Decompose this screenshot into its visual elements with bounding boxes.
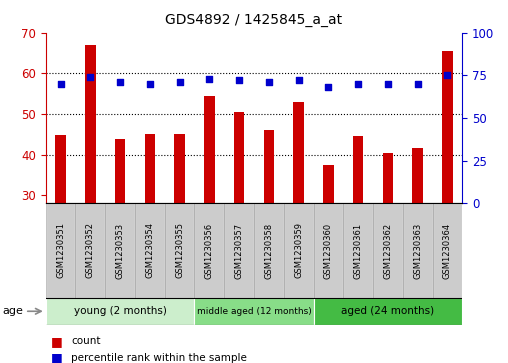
- Point: [265, 79, 273, 85]
- Text: ■: ■: [51, 335, 62, 348]
- Point: [384, 81, 392, 87]
- Bar: [165, 203, 195, 298]
- Text: GSM1230354: GSM1230354: [145, 223, 154, 278]
- Point: [205, 76, 213, 82]
- Text: GSM1230353: GSM1230353: [116, 223, 124, 278]
- Bar: [353, 136, 363, 203]
- Text: GSM1230358: GSM1230358: [264, 223, 273, 278]
- Text: GDS4892 / 1425845_a_at: GDS4892 / 1425845_a_at: [166, 13, 342, 27]
- Bar: [234, 112, 244, 203]
- Bar: [105, 203, 135, 298]
- Text: middle aged (12 months): middle aged (12 months): [197, 307, 311, 316]
- Bar: [254, 203, 284, 298]
- Text: GSM1230359: GSM1230359: [294, 223, 303, 278]
- Text: GSM1230352: GSM1230352: [86, 223, 95, 278]
- Bar: [135, 203, 165, 298]
- Bar: [145, 134, 155, 203]
- Bar: [442, 51, 453, 203]
- Bar: [264, 130, 274, 203]
- Bar: [294, 102, 304, 203]
- Text: GSM1230363: GSM1230363: [413, 223, 422, 278]
- Point: [414, 81, 422, 87]
- Bar: [76, 203, 105, 298]
- Point: [324, 84, 332, 90]
- Text: GSM1230355: GSM1230355: [175, 223, 184, 278]
- Bar: [195, 298, 313, 325]
- Point: [295, 78, 303, 83]
- Bar: [343, 203, 373, 298]
- Text: GSM1230357: GSM1230357: [235, 223, 244, 278]
- Text: count: count: [71, 336, 101, 346]
- Point: [176, 79, 184, 85]
- Bar: [313, 298, 462, 325]
- Text: GSM1230362: GSM1230362: [384, 223, 392, 278]
- Point: [235, 78, 243, 83]
- Point: [443, 72, 452, 78]
- Text: young (2 months): young (2 months): [74, 306, 167, 316]
- Bar: [383, 152, 393, 203]
- Point: [56, 81, 65, 87]
- Point: [354, 81, 362, 87]
- Bar: [412, 148, 423, 203]
- Bar: [323, 165, 334, 203]
- Text: ■: ■: [51, 351, 62, 363]
- Bar: [46, 203, 76, 298]
- Bar: [85, 45, 96, 203]
- Bar: [284, 203, 313, 298]
- Point: [116, 79, 124, 85]
- Bar: [373, 203, 403, 298]
- Bar: [204, 95, 214, 203]
- Bar: [115, 139, 125, 203]
- Bar: [55, 135, 66, 203]
- Text: GSM1230361: GSM1230361: [354, 223, 363, 278]
- Point: [86, 74, 94, 80]
- Bar: [432, 203, 462, 298]
- Text: GSM1230351: GSM1230351: [56, 223, 65, 278]
- Text: age: age: [3, 306, 23, 316]
- Bar: [46, 298, 195, 325]
- Text: aged (24 months): aged (24 months): [341, 306, 434, 316]
- Bar: [195, 203, 224, 298]
- Text: GSM1230360: GSM1230360: [324, 223, 333, 278]
- Bar: [224, 203, 254, 298]
- Point: [146, 81, 154, 87]
- Text: percentile rank within the sample: percentile rank within the sample: [71, 352, 247, 363]
- Text: GSM1230364: GSM1230364: [443, 223, 452, 278]
- Text: GSM1230356: GSM1230356: [205, 223, 214, 278]
- Bar: [313, 203, 343, 298]
- Bar: [403, 203, 432, 298]
- Bar: [174, 134, 185, 203]
